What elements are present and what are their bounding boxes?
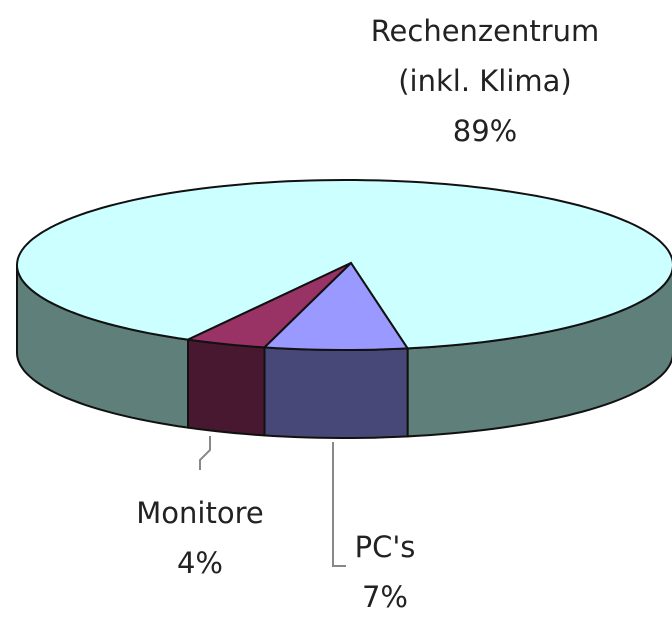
leader-line [199,436,211,470]
category-label: PC's [354,530,416,564]
value-label: 7% [361,580,408,614]
slice-label: Monitore 4% [100,488,300,588]
slice-label: PC's 7% [335,522,435,622]
slice [15,179,672,350]
category-label: Monitore [136,496,264,530]
slice-label: Rechenzentrum (inkl. Klima) 89% [340,6,630,156]
slice [262,261,410,351]
slice [184,262,352,349]
leader-line [332,442,346,567]
slice-side [187,338,266,437]
value-label: 4% [176,546,223,580]
slice-side [263,346,409,439]
value-label: 89% [452,114,518,148]
category-label: Rechenzentrum (inkl. Klima) [370,14,600,98]
